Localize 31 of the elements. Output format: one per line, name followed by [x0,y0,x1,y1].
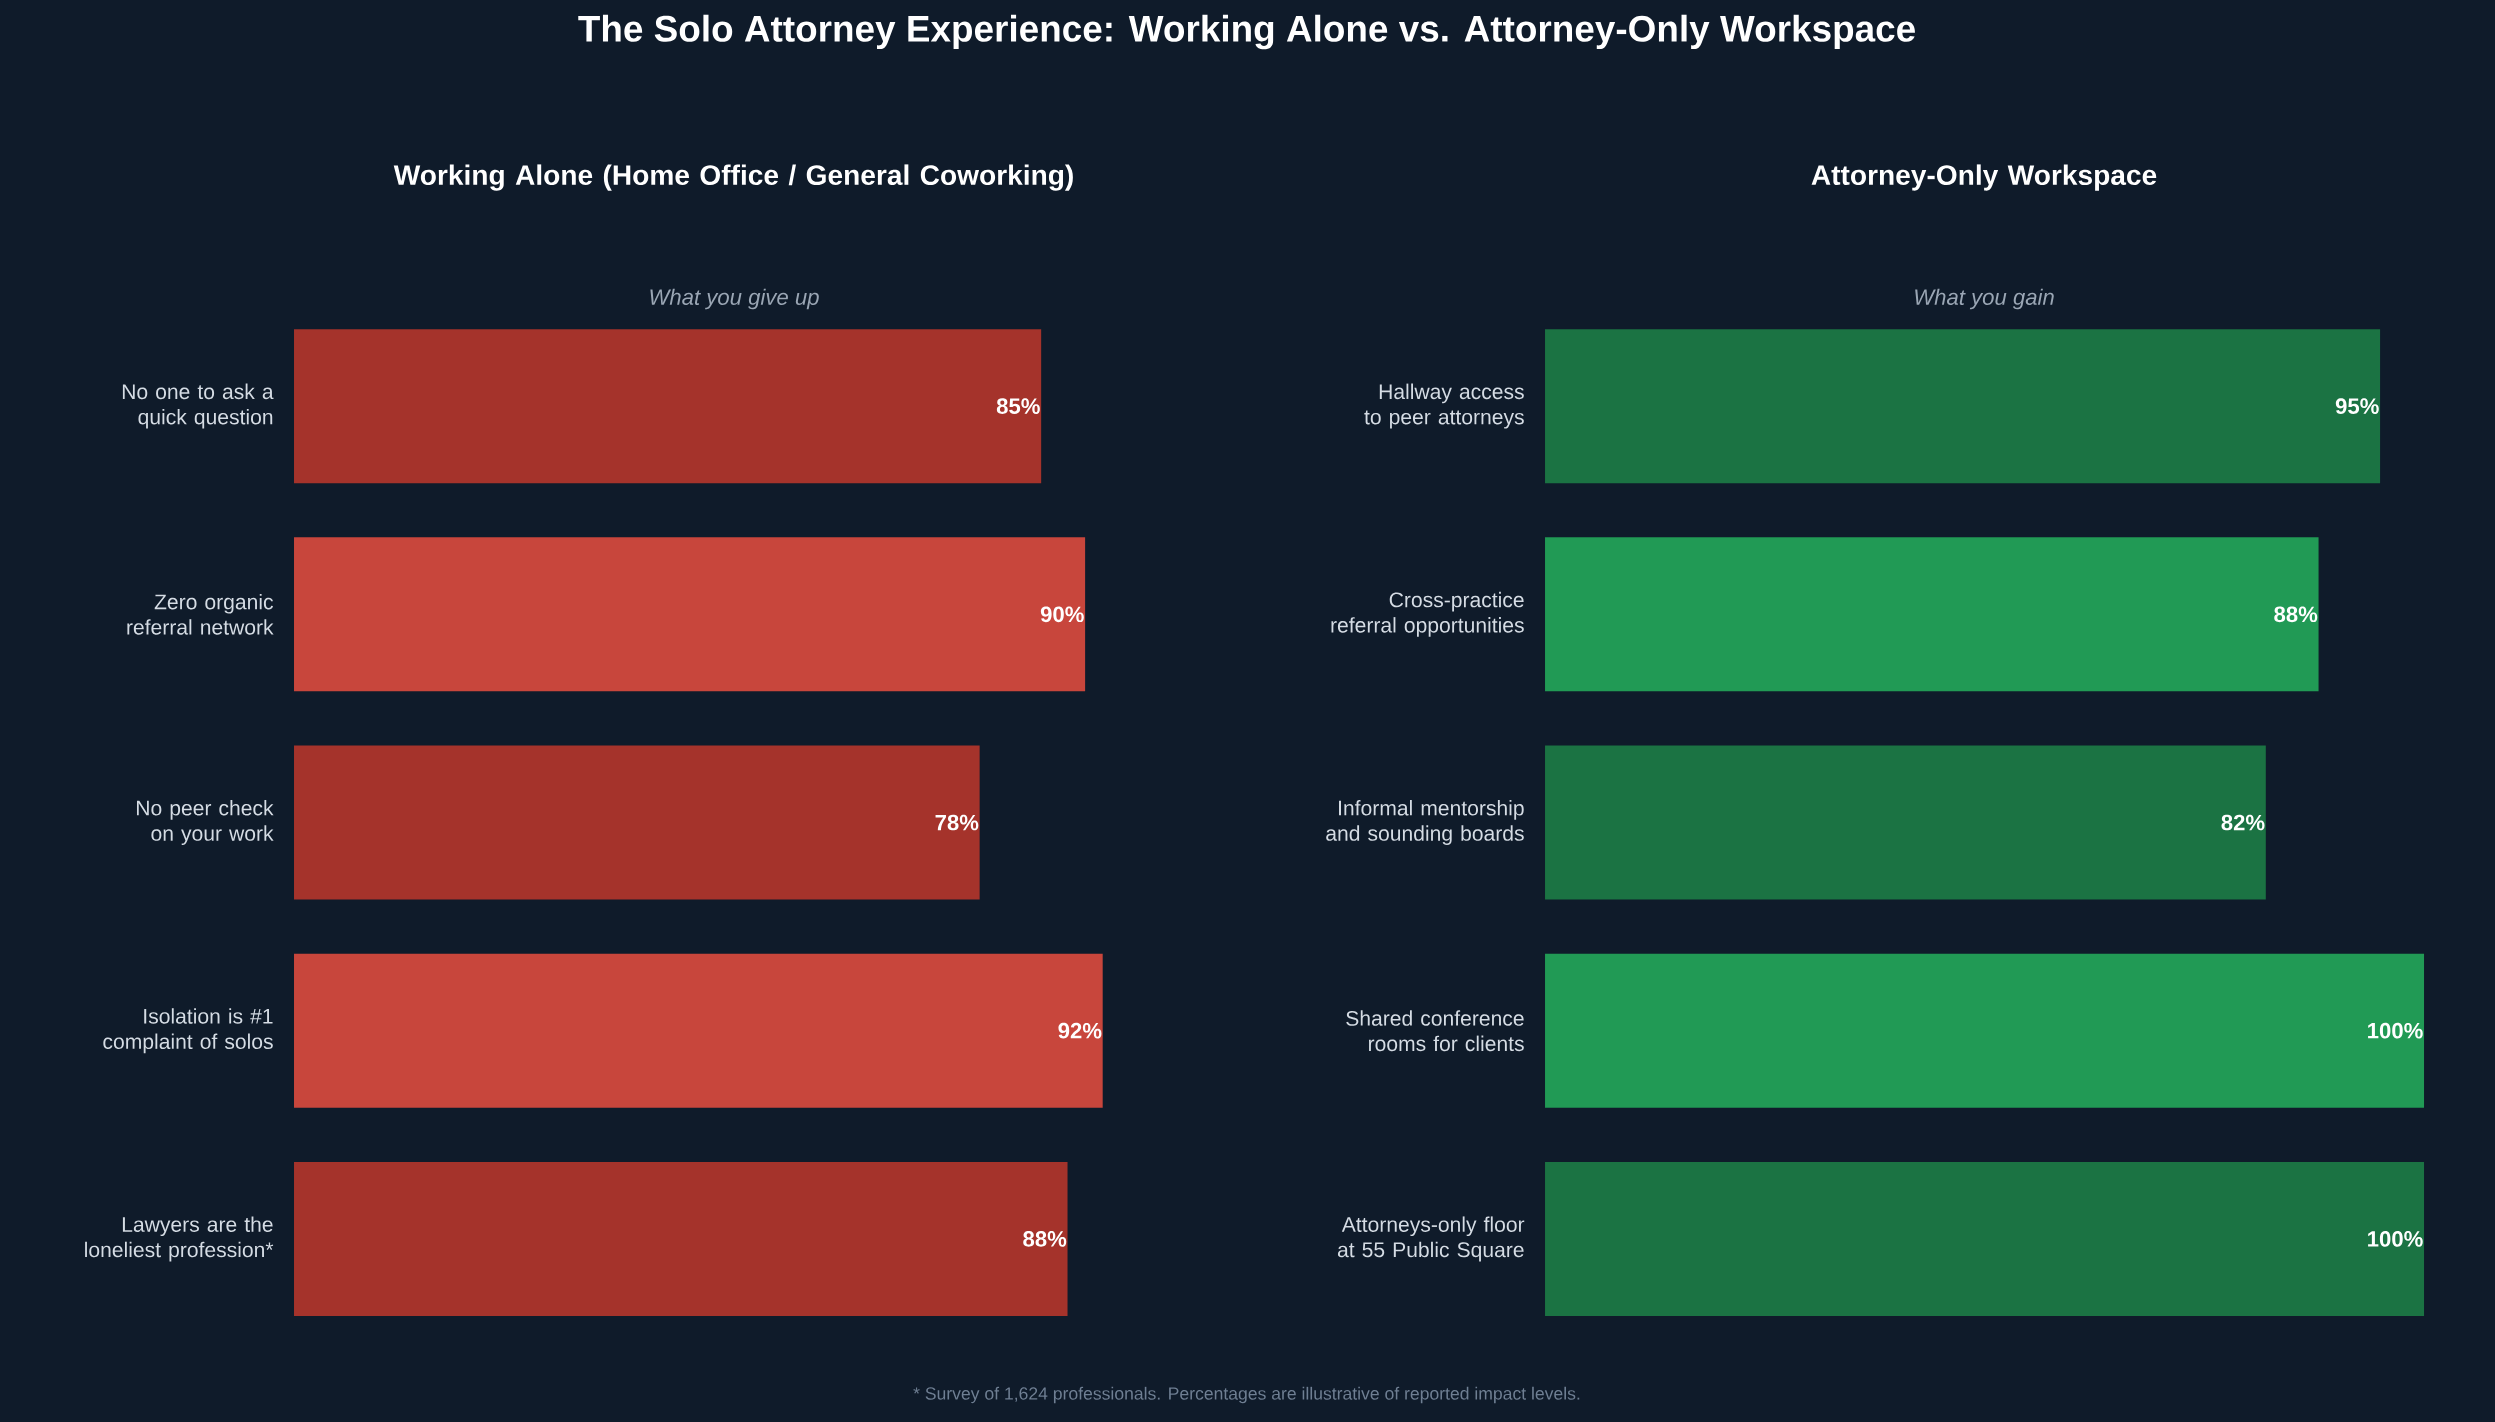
y-tick-label: No one to ask a quick question [122,383,274,429]
chart-title: Working Alone (Home Office / General Coworking) [393,164,1073,191]
y-tick-label: Attorneys-only floor at 55 Public Square [1337,1216,1525,1262]
text: The Solo Attorney Experience: Working Alone vs. Attorney-Only Workspace [578,14,1915,50]
bar [294,329,1042,484]
chart-subtitle: What you gain [1915,288,2054,310]
y-tick-label: Lawyers are the loneliest profession* [85,1216,274,1262]
bar [294,1161,1068,1316]
chart-title: Attorney-Only Workspace [1811,164,2157,191]
bar [294,953,1103,1108]
data-label: 88% [2274,606,2318,623]
data-label: 82% [2221,814,2265,831]
data-label: 85% [996,398,1040,414]
bar [294,745,980,900]
text: * Survey of 1,624 professionals. Percentages are illustrative of reported impact levels. [913,1386,1580,1404]
y-tick-label: Hallway access to peer attorneys [1364,383,1524,429]
y-tick-label: Informal mentorship and sounding boards [1326,800,1524,845]
data-label: 90% [1040,606,1084,623]
bar [294,537,1086,692]
data-label: 100% [2368,1231,2423,1247]
chart-subtitle: What you give up [650,288,819,310]
y-tick-label: Shared conference rooms for clients [1346,1010,1524,1052]
data-label: 92% [1058,1022,1102,1039]
y-tick-label: Isolation is #1 complaint of solos [103,1008,273,1054]
y-tick-label: No peer check on your work [136,800,274,845]
data-label: 100% [2368,1022,2423,1039]
data-label: 88% [1023,1231,1067,1247]
y-tick-label: Zero organic referral network [127,593,274,635]
data-label: 95% [2335,398,2379,414]
y-tick-label: Cross-practice referral opportunities [1331,591,1524,637]
data-label: 78% [935,814,979,831]
